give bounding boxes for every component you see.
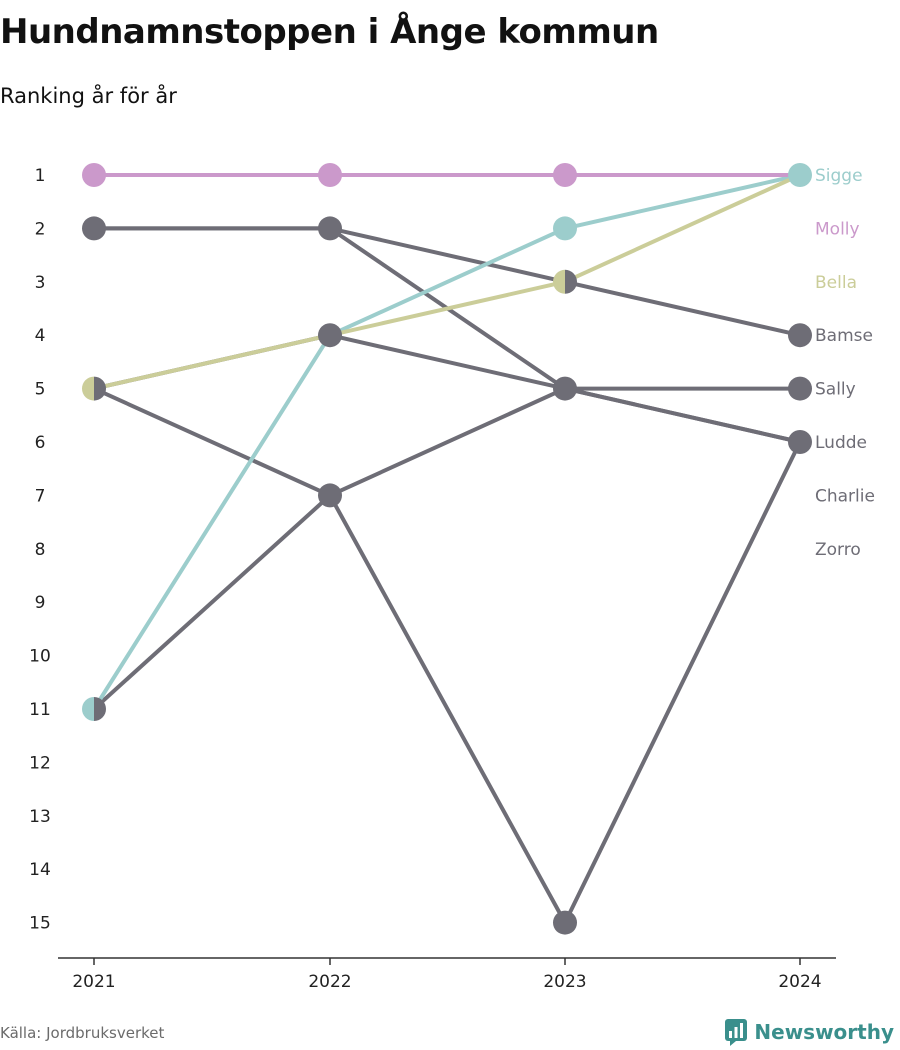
data-point bbox=[788, 376, 812, 401]
end-label-sally: Sally bbox=[815, 380, 856, 400]
brand-logo[interactable]: Newsworthy bbox=[724, 1018, 894, 1046]
y-tick-label: 3 bbox=[35, 273, 46, 293]
data-point bbox=[553, 376, 577, 401]
brand-name: Newsworthy bbox=[754, 1020, 894, 1044]
y-tick-label: 12 bbox=[29, 753, 51, 773]
data-point bbox=[318, 163, 342, 187]
data-point-right-half bbox=[94, 376, 107, 401]
data-point bbox=[788, 163, 812, 187]
end-label-bella: Bella bbox=[815, 273, 857, 293]
data-point-right-half bbox=[94, 697, 106, 721]
end-labels: Sigge Molly Bella Bamse Sally Ludde Charlie Zor… bbox=[815, 166, 875, 560]
end-label-zorro: Zorro bbox=[815, 540, 861, 560]
x-axis-ticks: 2021 2022 2023 2024 bbox=[72, 958, 822, 992]
y-tick-label: 13 bbox=[29, 807, 51, 827]
y-tick-label: 15 bbox=[29, 914, 51, 934]
end-label-charlie: Charlie bbox=[815, 486, 875, 506]
x-tick-label: 2021 bbox=[72, 972, 115, 992]
data-point bbox=[82, 163, 106, 187]
data-point bbox=[553, 216, 577, 241]
series-lines bbox=[92, 173, 802, 925]
end-label-sigge: Sigge bbox=[815, 166, 863, 186]
series-line-sigge bbox=[92, 173, 802, 711]
y-tick-label: 10 bbox=[29, 647, 51, 667]
y-tick-label: 9 bbox=[35, 593, 46, 613]
chart-title: Hundnamnstoppen i Ånge kommun bbox=[0, 12, 659, 52]
y-tick-label: 8 bbox=[35, 540, 46, 560]
series-points bbox=[82, 163, 812, 935]
data-point bbox=[318, 483, 342, 508]
newsworthy-icon bbox=[725, 1019, 748, 1046]
data-point-right-half bbox=[565, 269, 577, 294]
y-tick-label: 4 bbox=[35, 326, 46, 346]
end-label-molly: Molly bbox=[815, 219, 860, 239]
y-tick-label: 7 bbox=[35, 486, 46, 506]
y-tick-label: 11 bbox=[29, 700, 51, 720]
x-tick-label: 2024 bbox=[778, 972, 821, 992]
data-point-left-half bbox=[82, 697, 94, 721]
series-line-sally bbox=[92, 386, 802, 711]
data-point-left-half bbox=[82, 376, 94, 401]
data-point bbox=[82, 216, 106, 241]
series-line-ludde bbox=[92, 226, 802, 444]
data-point bbox=[788, 430, 812, 454]
data-point bbox=[318, 216, 342, 241]
data-point bbox=[318, 323, 342, 348]
y-tick-label: 5 bbox=[35, 380, 46, 400]
data-point-left-half bbox=[553, 269, 565, 294]
y-tick-label: 2 bbox=[35, 219, 46, 239]
y-tick-label: 1 bbox=[35, 166, 46, 186]
data-point bbox=[553, 163, 577, 187]
end-label-ludde: Ludde bbox=[815, 433, 867, 453]
y-tick-label: 14 bbox=[29, 860, 51, 880]
data-point bbox=[788, 323, 812, 348]
x-tick-label: 2023 bbox=[543, 972, 586, 992]
chart-subtitle: Ranking år för år bbox=[0, 84, 177, 108]
y-tick-label: 6 bbox=[35, 433, 46, 453]
end-label-bamse: Bamse bbox=[815, 326, 873, 346]
data-point bbox=[553, 910, 577, 935]
x-tick-label: 2022 bbox=[308, 972, 351, 992]
source-note: Källa: Jordbruksverket bbox=[0, 1024, 165, 1042]
series-line-bella bbox=[92, 173, 802, 391]
series-line-zorro bbox=[92, 386, 802, 925]
